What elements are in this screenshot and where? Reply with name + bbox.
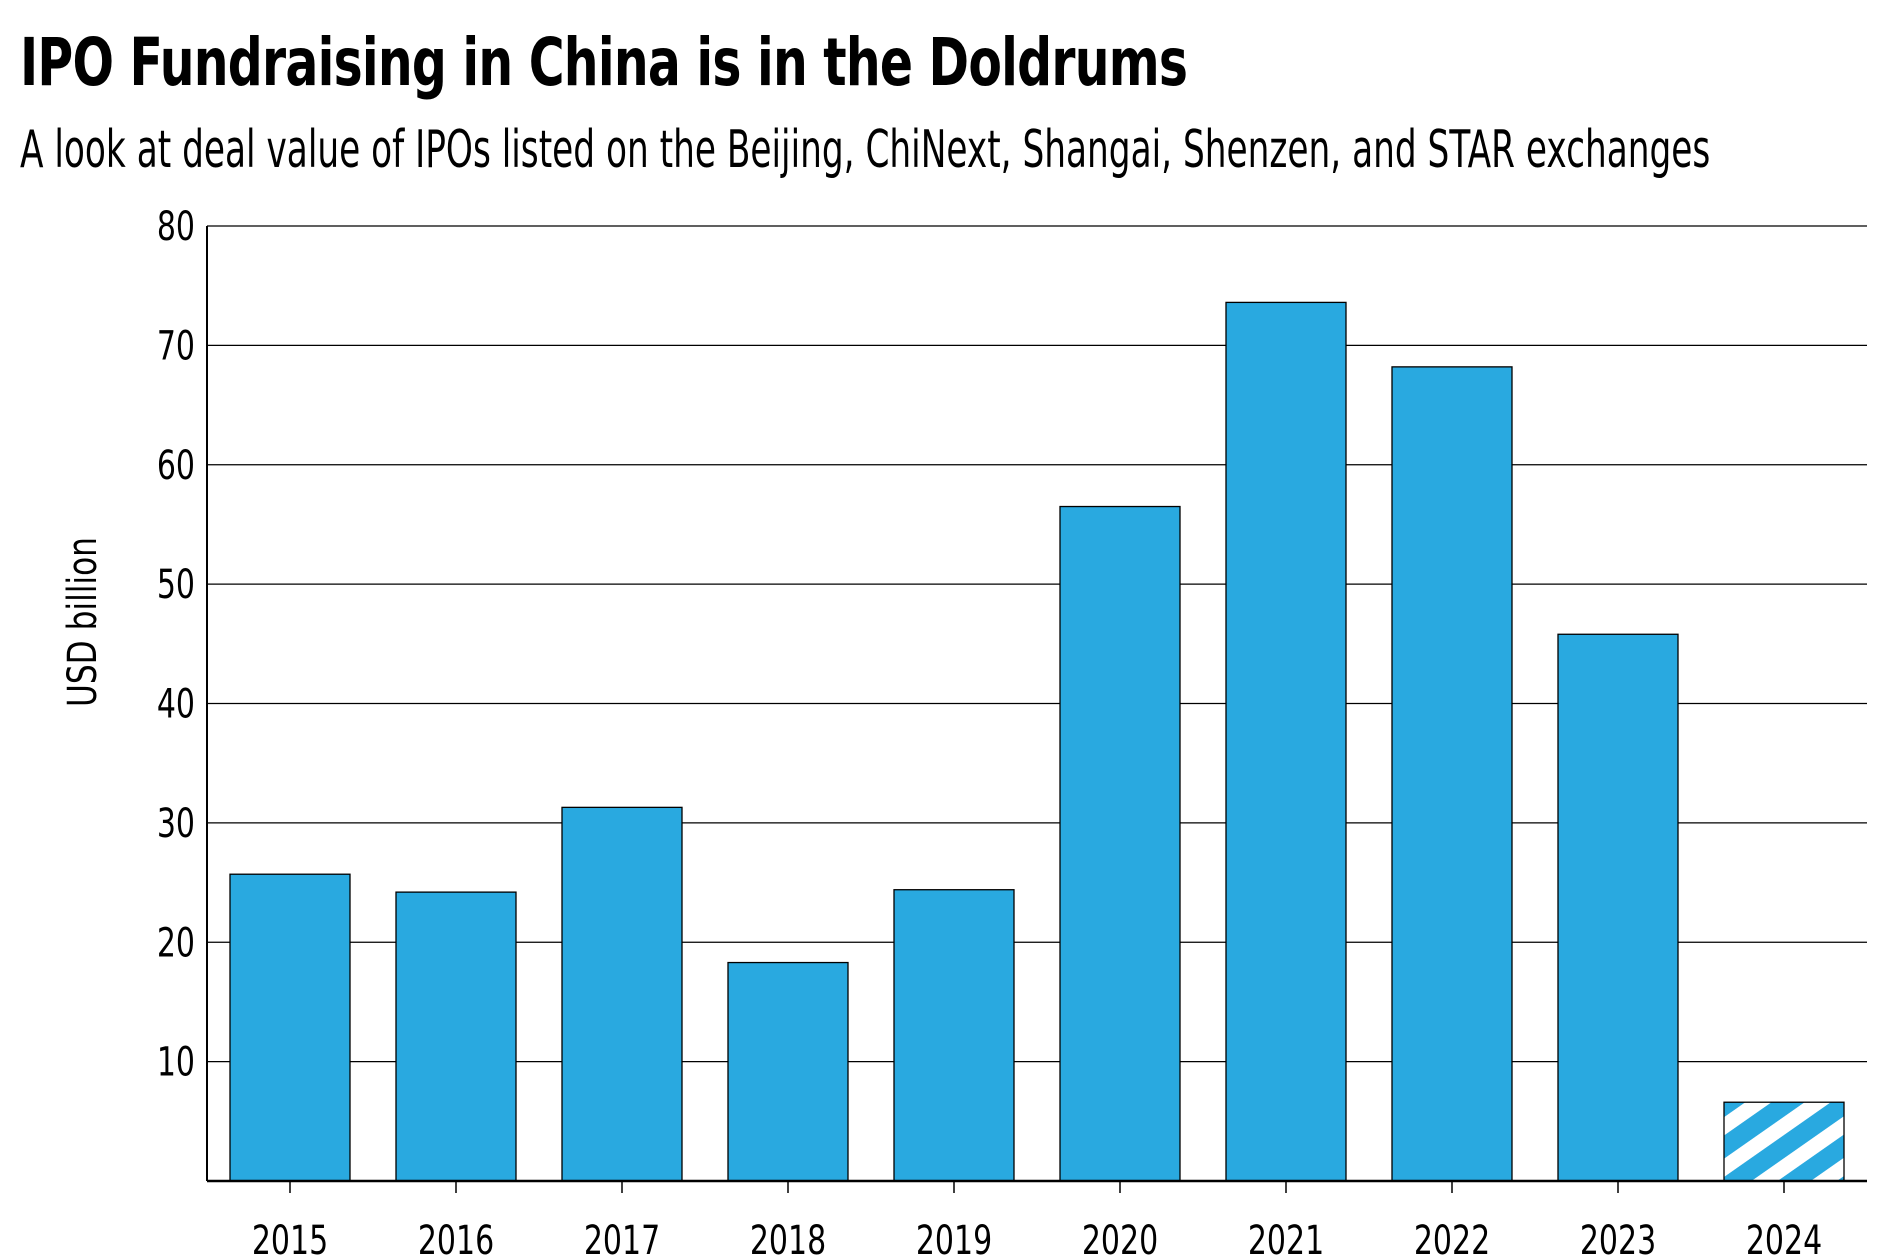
x-tick-label-2019: 2019 <box>916 1218 992 1259</box>
chart-title: IPO Fundraising in China is in the Doldr… <box>20 24 1188 101</box>
y-tick-label-80: 80 <box>157 204 195 250</box>
bar-2018 <box>727 961 849 1182</box>
bars <box>229 301 1845 1182</box>
bar-2024 <box>1723 1101 1845 1182</box>
bar-2016 <box>395 891 517 1182</box>
bar-2015 <box>229 873 351 1182</box>
x-tick-label-2024: 2024 <box>1746 1218 1822 1259</box>
x-tick-label-2020: 2020 <box>1082 1218 1158 1259</box>
y-tick-label-60: 60 <box>157 443 195 489</box>
x-tick-label-2015: 2015 <box>252 1218 328 1259</box>
y-tick-label-30: 30 <box>157 801 195 847</box>
y-axis-label: USD billion <box>60 537 106 707</box>
bar-2023 <box>1557 633 1679 1182</box>
y-tick-label-10: 10 <box>157 1039 195 1085</box>
chart-subtitle: A look at deal value of IPOs listed on t… <box>20 120 1711 180</box>
y-tick-label-40: 40 <box>157 681 195 727</box>
bar-2019 <box>893 889 1015 1182</box>
bar-2020 <box>1059 505 1181 1182</box>
x-tick-label-2023: 2023 <box>1580 1218 1656 1259</box>
x-tick-label-2016: 2016 <box>418 1218 494 1259</box>
x-tick-label-2022: 2022 <box>1414 1218 1490 1259</box>
y-tick-label-20: 20 <box>157 920 195 966</box>
x-tick-label-2021: 2021 <box>1248 1218 1324 1259</box>
bar-2021 <box>1225 301 1347 1182</box>
y-tick-label-50: 50 <box>157 562 195 608</box>
y-tick-label-70: 70 <box>157 323 195 369</box>
bar-2022 <box>1391 366 1513 1182</box>
axes <box>206 226 1867 1193</box>
x-tick-label-2018: 2018 <box>750 1218 826 1259</box>
x-tick-label-2017: 2017 <box>584 1218 660 1259</box>
bar-2017 <box>561 806 683 1182</box>
tick-labels: 10 20 30 40 50 60 70 80 2015 2016 2017 2018 2019 2020… <box>157 204 1822 1259</box>
